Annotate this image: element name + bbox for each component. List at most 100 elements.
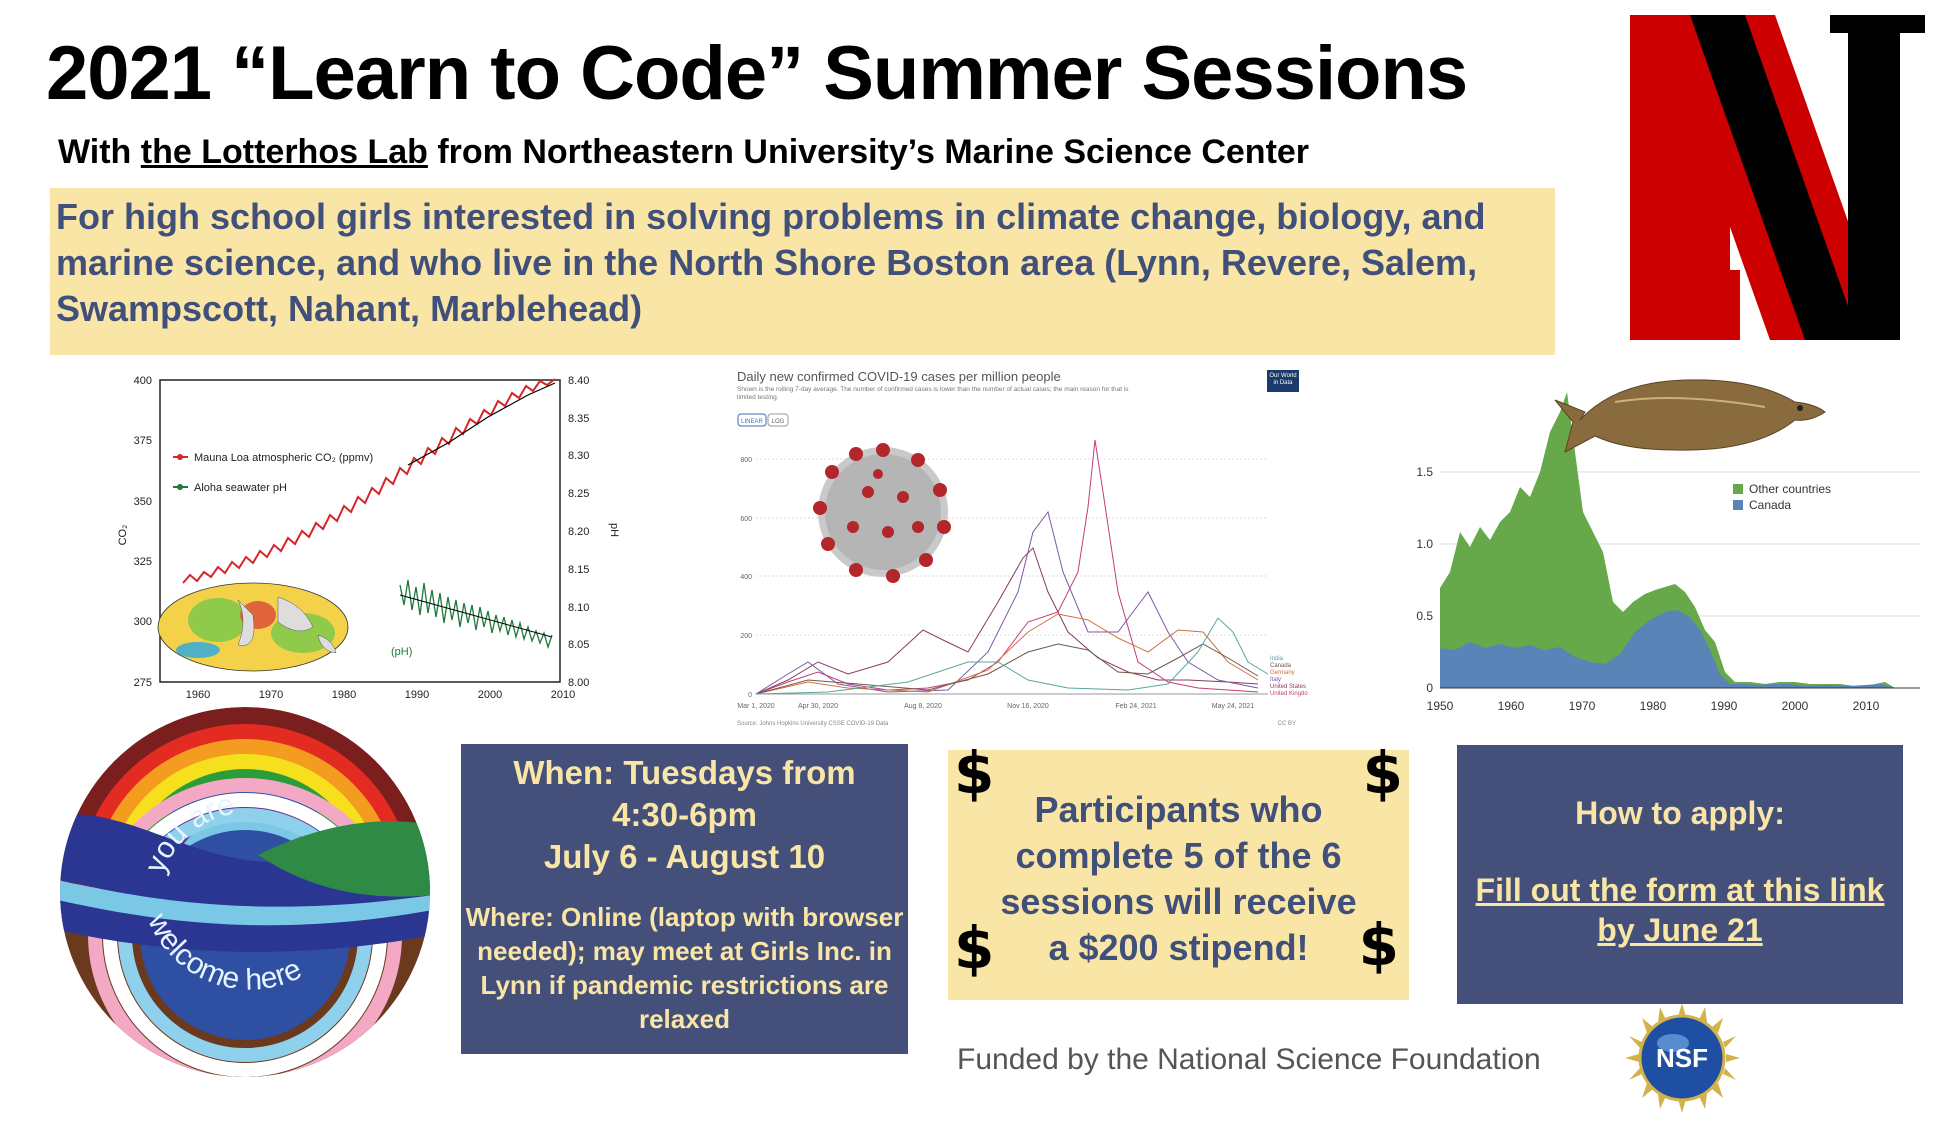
co2-xtick: 2010 <box>551 689 575 701</box>
owid-badge-text: Our World in Data <box>1269 373 1297 386</box>
when-line-3: July 6 - August 10 <box>543 838 826 875</box>
cod-ytick: 1.0 <box>1416 537 1433 551</box>
co2-ytick: 400 <box>134 375 152 387</box>
welcome-badge: you are welcome here <box>60 707 430 1077</box>
apply-box: How to apply: Fill out the form at this … <box>1457 745 1903 1004</box>
co2-xtick: 2000 <box>478 689 502 701</box>
ph-ytick: 8.40 <box>568 375 589 387</box>
cod-ytick: 0 <box>1426 681 1433 695</box>
co2-xtick: 1960 <box>186 689 210 701</box>
legend-ph: Aloha seawater pH <box>194 482 287 494</box>
funding-credit: Funded by the National Science Foundatio… <box>957 1043 1541 1076</box>
series-india <box>755 617 1269 695</box>
ph-ytick: 8.00 <box>568 677 589 689</box>
ph-ytick: 8.35 <box>568 413 589 425</box>
owid-badge <box>1267 370 1299 392</box>
co2-ytick: 275 <box>134 677 152 689</box>
co2-xtick: 1970 <box>259 689 283 701</box>
page-title: 2021 “Learn to Code” Summer Sessions <box>46 31 1468 116</box>
country-label: Canada <box>1270 663 1292 669</box>
covid-title: Daily new confirmed COVID-19 cases per m… <box>737 369 1061 384</box>
dollar-icon: $ <box>1362 739 1403 807</box>
cod-xtick: 1970 <box>1569 699 1596 713</box>
co2-xtick: 1980 <box>332 689 356 701</box>
covid-cases-chart: Daily new confirmed COVID-19 cases per m… <box>737 369 1308 727</box>
covid-xtick: Aug 8, 2020 <box>904 703 942 710</box>
dollar-icon: $ <box>954 914 995 982</box>
covid-xtick: Apr 30, 2020 <box>798 703 838 710</box>
virus-image <box>813 443 951 583</box>
covid-note: Shown is the rolling 7-day average. The … <box>737 386 1129 401</box>
where-label: Where: <box>465 902 554 932</box>
covid-xtick: Feb 24, 2021 <box>1115 703 1156 710</box>
cod-xtick: 1960 <box>1498 699 1525 713</box>
cod-canada-area <box>1440 610 1895 688</box>
legend-co2: Mauna Loa atmospheric CO₂ (ppmv) <box>194 452 373 464</box>
covid-ytick: 800 <box>740 457 752 464</box>
ph-ytick: 8.30 <box>568 450 589 462</box>
ph-series-line <box>399 579 553 650</box>
co2-ytick: 325 <box>134 556 152 568</box>
nsf-logo: NSF <box>1625 1003 1740 1113</box>
ph-ylabel: pH <box>608 523 620 537</box>
co2-ytick: 300 <box>134 616 152 628</box>
co2-yticks-left: 400 375 350 325 300 275 <box>134 375 152 689</box>
stipend-box: Participants who complete 5 of the 6 ses… <box>948 739 1409 1000</box>
subtitle-prefix: With <box>58 133 141 171</box>
lotterhos-lab-link[interactable]: the Lotterhos Lab <box>140 133 428 171</box>
cod-xtick: 2010 <box>1853 699 1880 713</box>
when-line-2: 4:30-6pm <box>612 796 757 833</box>
nsf-text: NSF <box>1656 1043 1708 1073</box>
covid-ytick: 400 <box>740 574 752 581</box>
legend-other-countries: Other countries <box>1749 482 1831 496</box>
country-label: India <box>1270 656 1284 662</box>
dollar-icon: $ <box>1358 911 1399 979</box>
country-label: Germany <box>1270 670 1295 676</box>
cod-other-area <box>1440 392 1895 688</box>
legend-canada: Canada <box>1749 498 1791 512</box>
log-toggle[interactable] <box>767 413 789 427</box>
schedule-box: When: Tuesdays from 4:30-6pm July 6 - Au… <box>461 744 908 1054</box>
covid-source: Source: Johns Hopkins University CSSE CO… <box>737 721 889 727</box>
stipend-text: Participants who complete 5 of the 6 ses… <box>1000 789 1357 968</box>
covid-license: CC BY <box>1278 721 1296 727</box>
co2-ph-chart: 400 375 350 325 300 275 8.40 8.35 8.30 8… <box>117 375 620 701</box>
covid-ytick: 200 <box>740 633 752 640</box>
series-us <box>755 547 1259 695</box>
cod-ytick: 0.5 <box>1416 609 1433 623</box>
dollar-icon: $ <box>954 739 995 807</box>
ph-ytick: 8.20 <box>568 526 589 538</box>
cod-xtick: 2000 <box>1782 699 1809 713</box>
series-uk <box>755 439 1259 695</box>
country-label: Italy <box>1270 677 1281 683</box>
linear-toggle-label: LINEAR <box>741 419 763 425</box>
cod-xtick: 1950 <box>1427 699 1454 713</box>
cod-xtick: 1990 <box>1711 699 1738 713</box>
co2-series-line <box>182 378 556 584</box>
where-details: Online (laptop with browser needed); may… <box>477 902 904 1034</box>
cod-xtick: 1980 <box>1640 699 1667 713</box>
covid-xtick: Nov 16, 2020 <box>1007 703 1049 710</box>
co2-ytick: 350 <box>134 496 152 508</box>
covid-ytick: 600 <box>740 516 752 523</box>
covid-xtick: Mar 1, 2020 <box>737 703 774 710</box>
audience-banner: For high school girls interested in solv… <box>50 188 1555 355</box>
linear-toggle[interactable] <box>737 413 767 427</box>
where-text: Where: Online (laptop with browser neede… <box>461 900 908 1036</box>
ph-ytick: 8.15 <box>568 564 589 576</box>
when-line-1: When: Tuesdays from <box>513 754 856 791</box>
ph-tag: (pH) <box>391 646 412 658</box>
log-toggle-label: LOG <box>772 419 785 425</box>
country-label: United Kingdom <box>1270 691 1308 697</box>
series-italy <box>755 510 1259 695</box>
ph-ytick: 8.25 <box>568 488 589 500</box>
covid-ytick: 0 <box>748 692 752 699</box>
co2-ylabel: CO₂ <box>117 525 129 546</box>
country-label: United States <box>1270 684 1306 690</box>
co2-ytick: 375 <box>134 435 152 447</box>
cod-catch-chart: 1.5 1.0 0.5 0 1950 1960 1970 1980 1990 2… <box>1416 379 1920 713</box>
series-canada <box>755 643 1259 695</box>
co2-xtick: 1990 <box>405 689 429 701</box>
application-form-link[interactable]: Fill out the form at this link by June 2… <box>1475 872 1885 948</box>
co2-trend-line <box>407 382 556 466</box>
